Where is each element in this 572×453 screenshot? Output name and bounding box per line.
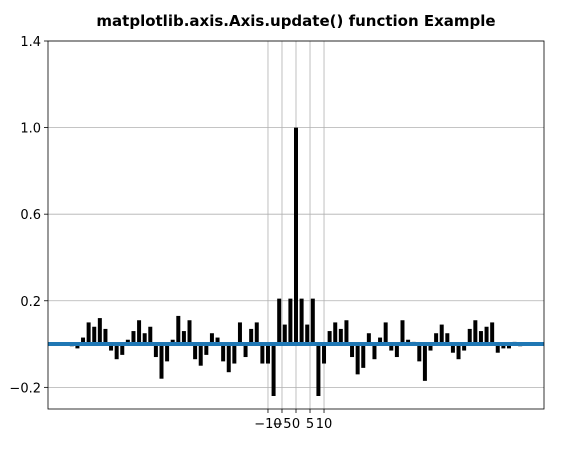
y-tick-label: 1.0 — [20, 122, 41, 137]
x-tick-label: −5 — [272, 417, 291, 432]
y-tick-label: 0.6 — [20, 208, 41, 223]
x-tick-label: 0 — [292, 417, 300, 432]
y-tick-label: −0.2 — [9, 381, 41, 396]
chart-title: matplotlib.axis.Axis.update() function E… — [96, 12, 495, 30]
y-tick-label: 1.4 — [20, 35, 41, 50]
x-tick-label: 5 — [306, 417, 314, 432]
x-tick-label: −10 — [254, 417, 281, 432]
y-tick-label: 0.2 — [20, 295, 41, 310]
plot-frame — [47, 40, 545, 410]
x-tick-label: 10 — [316, 417, 333, 432]
